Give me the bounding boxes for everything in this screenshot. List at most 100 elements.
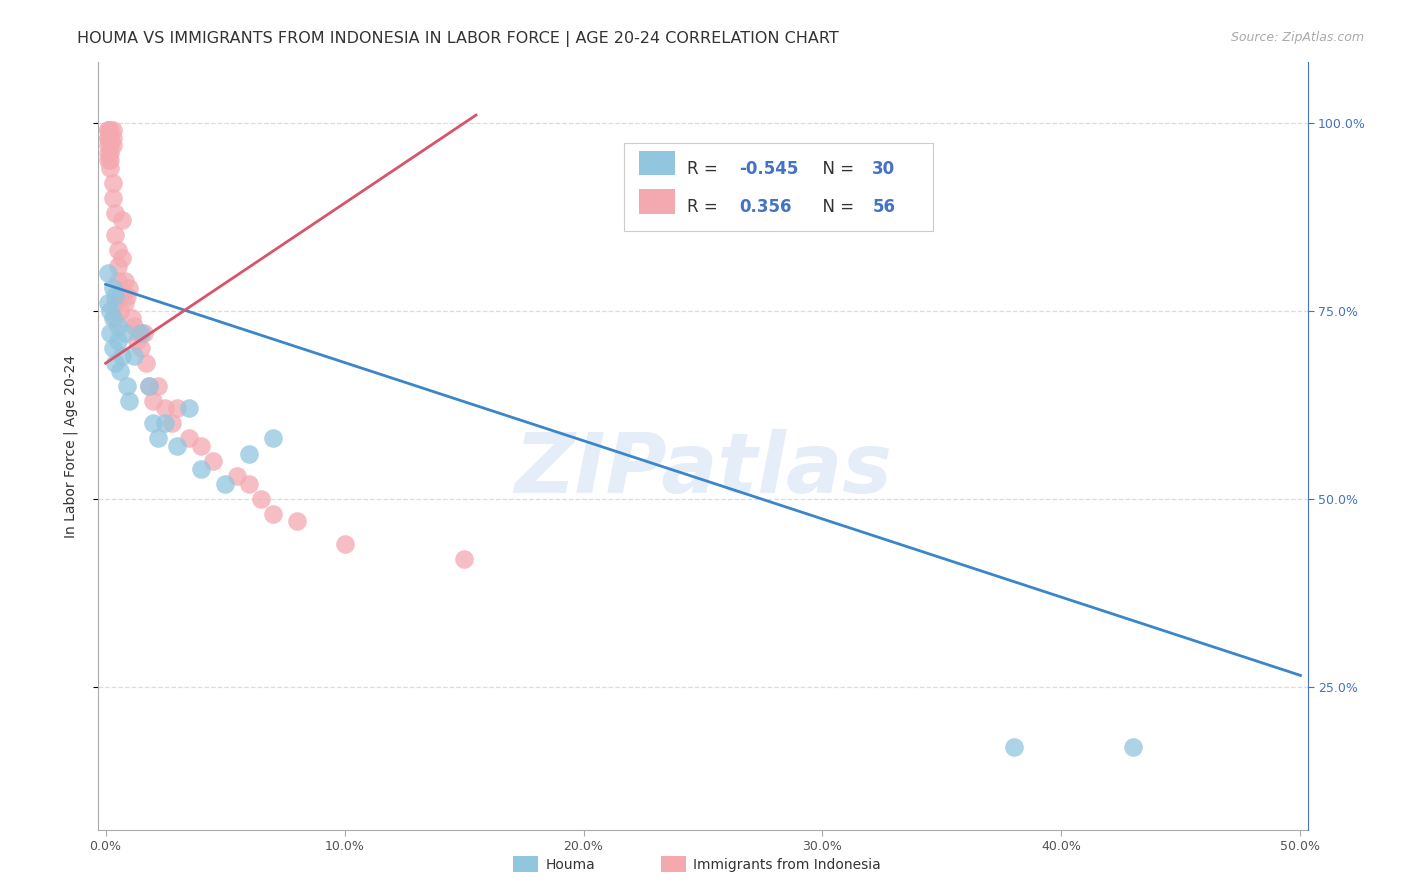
Point	[98, 303, 121, 318]
Point	[98, 153, 121, 168]
Point	[250, 491, 273, 506]
Point	[104, 311, 127, 326]
Point	[97, 145, 120, 160]
Point	[114, 296, 136, 310]
Point	[111, 349, 134, 363]
Point	[226, 469, 249, 483]
Text: R =: R =	[688, 160, 723, 178]
Point	[98, 326, 121, 341]
Point	[98, 123, 121, 137]
Point	[135, 356, 157, 370]
Point	[97, 130, 120, 145]
Point	[115, 379, 138, 393]
Point	[138, 379, 160, 393]
Text: N =: N =	[811, 198, 859, 216]
Point	[138, 379, 160, 393]
Point	[162, 417, 184, 431]
Text: Immigrants from Indonesia: Immigrants from Indonesia	[693, 858, 882, 872]
Point	[104, 288, 127, 302]
Point	[122, 318, 145, 333]
Point	[104, 228, 127, 243]
Point	[107, 334, 129, 348]
Bar	[638, 189, 675, 213]
Point	[118, 393, 141, 408]
Point	[131, 326, 153, 341]
Text: 30: 30	[872, 160, 896, 178]
Point	[98, 145, 121, 160]
Point	[121, 311, 143, 326]
Point	[190, 439, 212, 453]
Point	[114, 274, 136, 288]
Point	[262, 432, 284, 446]
Point	[214, 476, 236, 491]
Point	[202, 454, 225, 468]
Point	[108, 303, 131, 318]
Point	[101, 281, 124, 295]
Point	[101, 130, 124, 145]
Point	[333, 537, 356, 551]
Point	[262, 507, 284, 521]
Point	[97, 123, 120, 137]
Point	[285, 514, 308, 528]
Text: Source: ZipAtlas.com: Source: ZipAtlas.com	[1230, 31, 1364, 45]
Point	[101, 191, 124, 205]
Point	[1002, 739, 1025, 754]
Point	[104, 296, 127, 310]
Point	[115, 288, 138, 302]
Point	[142, 417, 165, 431]
Point	[166, 439, 188, 453]
Text: R =: R =	[688, 198, 728, 216]
Point	[155, 417, 177, 431]
Point	[238, 476, 260, 491]
Point	[97, 123, 120, 137]
Point	[142, 393, 165, 408]
Point	[132, 326, 155, 341]
Point	[107, 318, 129, 333]
Point	[166, 401, 188, 416]
Point	[97, 266, 120, 280]
Point	[1122, 739, 1144, 754]
Point	[97, 138, 120, 153]
Point	[101, 311, 124, 326]
Point	[101, 341, 124, 355]
Point	[146, 432, 169, 446]
Point	[101, 123, 124, 137]
Point	[104, 356, 127, 370]
Point	[111, 251, 134, 265]
Point	[98, 130, 121, 145]
Text: Houma: Houma	[546, 858, 595, 872]
Point	[97, 130, 120, 145]
Text: -0.545: -0.545	[740, 160, 799, 178]
Point	[128, 326, 150, 341]
Point	[179, 401, 201, 416]
Point	[108, 364, 131, 378]
Text: 56: 56	[872, 198, 896, 216]
Point	[97, 153, 120, 168]
Text: 0.356: 0.356	[740, 198, 792, 216]
Text: N =: N =	[811, 160, 859, 178]
Point	[146, 379, 169, 393]
Point	[155, 401, 177, 416]
Point	[97, 296, 120, 310]
Bar	[638, 151, 675, 175]
Point	[453, 551, 475, 566]
Point	[101, 176, 124, 190]
Point	[131, 341, 153, 355]
Point	[104, 206, 127, 220]
Point	[107, 274, 129, 288]
Point	[114, 326, 136, 341]
Text: HOUMA VS IMMIGRANTS FROM INDONESIA IN LABOR FORCE | AGE 20-24 CORRELATION CHART: HOUMA VS IMMIGRANTS FROM INDONESIA IN LA…	[77, 31, 839, 47]
Point	[122, 349, 145, 363]
Point	[238, 446, 260, 460]
Text: ZIPatlas: ZIPatlas	[515, 428, 891, 509]
FancyBboxPatch shape	[624, 143, 932, 231]
Point	[108, 288, 131, 302]
Point	[190, 461, 212, 475]
Point	[107, 244, 129, 258]
Point	[125, 334, 148, 348]
Point	[98, 138, 121, 153]
Point	[118, 281, 141, 295]
Point	[107, 259, 129, 273]
Point	[101, 138, 124, 153]
Point	[111, 213, 134, 227]
